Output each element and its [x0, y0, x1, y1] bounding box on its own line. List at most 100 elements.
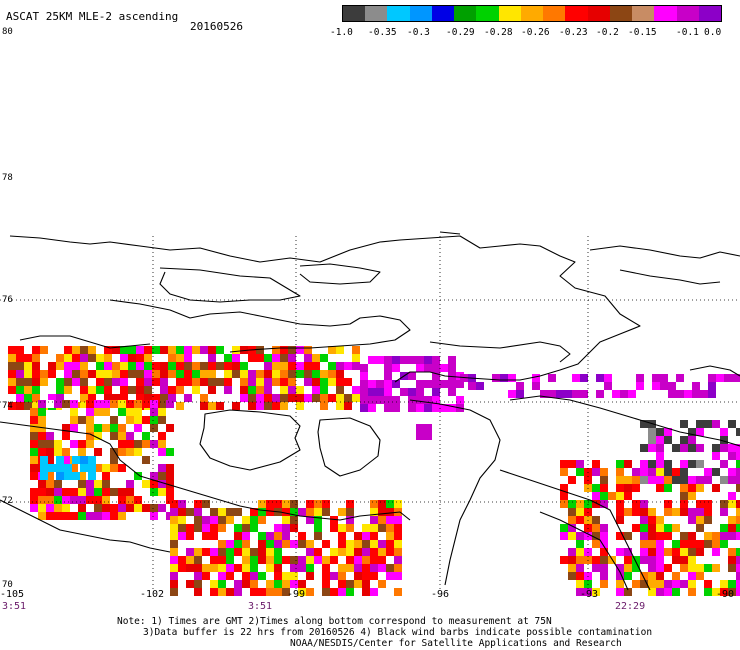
- wind-cell: [394, 516, 402, 524]
- wind-cell: [568, 548, 576, 556]
- wind-cell: [88, 370, 96, 378]
- wind-cell: [200, 370, 208, 378]
- wind-cell: [592, 500, 600, 508]
- wind-cell: [624, 564, 632, 572]
- wind-cell: [64, 346, 72, 354]
- wind-cell: [80, 346, 88, 354]
- wind-cell: [48, 464, 56, 472]
- wind-cell: [186, 580, 194, 588]
- wind-cell: [86, 488, 94, 496]
- wind-cell: [306, 532, 314, 540]
- wind-cell: [648, 428, 656, 436]
- wind-cell: [416, 364, 424, 372]
- wind-cell: [432, 404, 440, 412]
- wind-cell: [86, 408, 94, 416]
- wind-cell: [202, 548, 210, 556]
- wind-cell: [150, 496, 158, 504]
- wind-cell: [150, 440, 158, 448]
- wind-cell: [672, 540, 680, 548]
- wind-cell: [560, 492, 568, 500]
- wind-cell: [336, 394, 344, 402]
- wind-cell: [656, 556, 664, 564]
- wind-cell: [210, 588, 218, 596]
- wind-cell: [264, 402, 272, 410]
- wind-cell: [202, 500, 210, 508]
- wind-cell: [344, 386, 352, 394]
- wind-cell: [624, 588, 632, 596]
- wind-cell: [354, 532, 362, 540]
- wind-cell: [608, 468, 616, 476]
- wind-cell: [370, 500, 378, 508]
- wind-cell: [54, 480, 62, 488]
- wind-cell: [160, 354, 168, 362]
- wind-cell: [142, 448, 150, 456]
- wind-cell: [432, 396, 440, 404]
- wind-cell: [704, 580, 712, 588]
- wind-cell: [218, 524, 226, 532]
- wind-cell: [370, 556, 378, 564]
- wind-cell: [152, 394, 160, 402]
- wind-cell: [234, 508, 242, 516]
- wind-cell: [688, 516, 696, 524]
- wind-cell: [728, 580, 736, 588]
- wind-cell: [600, 540, 608, 548]
- wind-cell: [158, 472, 166, 480]
- wind-cell: [640, 500, 648, 508]
- wind-cell: [134, 400, 142, 408]
- color-scale-swatch: [698, 6, 721, 21]
- wind-cell: [648, 524, 656, 532]
- wind-cell: [592, 524, 600, 532]
- wind-cell: [696, 564, 704, 572]
- wind-cell: [30, 448, 38, 456]
- wind-cell: [194, 516, 202, 524]
- wind-cell: [250, 556, 258, 564]
- wind-cell: [54, 504, 62, 512]
- wind-cell: [680, 484, 688, 492]
- wind-cell: [368, 364, 376, 372]
- wind-cell: [688, 588, 696, 596]
- wind-cell: [330, 500, 338, 508]
- coastline-segment: [509, 395, 740, 447]
- wind-cell: [724, 382, 732, 390]
- wind-cell: [314, 500, 322, 508]
- wind-cell: [258, 532, 266, 540]
- wind-cell: [184, 354, 192, 362]
- wind-cell: [256, 362, 264, 370]
- wind-cell: [200, 394, 208, 402]
- wind-cell: [644, 382, 652, 390]
- wind-cell: [202, 524, 210, 532]
- wind-cell: [208, 370, 216, 378]
- wind-cell: [696, 540, 704, 548]
- wind-cell: [360, 396, 368, 404]
- wind-cell: [202, 564, 210, 572]
- wind-cell: [322, 580, 330, 588]
- wind-cell: [330, 548, 338, 556]
- wind-cell: [378, 580, 386, 588]
- wind-cell: [400, 388, 408, 396]
- wind-cell: [210, 564, 218, 572]
- wind-cell: [38, 432, 46, 440]
- wind-cell: [178, 508, 186, 516]
- wind-cell: [616, 460, 624, 468]
- wind-cell: [320, 394, 328, 402]
- wind-cell: [616, 492, 624, 500]
- wind-cell: [118, 512, 126, 520]
- wind-cell: [234, 548, 242, 556]
- wind-cell: [688, 444, 696, 452]
- wind-cell: [592, 460, 600, 468]
- color-scale-swatch: [676, 6, 699, 21]
- wind-cell: [184, 362, 192, 370]
- wind-cell: [346, 516, 354, 524]
- wind-cell: [344, 362, 352, 370]
- wind-cell: [384, 364, 392, 372]
- wind-cell: [86, 440, 94, 448]
- wind-cell: [226, 532, 234, 540]
- wind-cell: [200, 346, 208, 354]
- wind-cell: [360, 380, 368, 388]
- wind-cell: [346, 548, 354, 556]
- wind-cell: [266, 556, 274, 564]
- wind-cell: [242, 556, 250, 564]
- wind-cell: [46, 432, 54, 440]
- wind-cell: [304, 370, 312, 378]
- wind-cell: [202, 556, 210, 564]
